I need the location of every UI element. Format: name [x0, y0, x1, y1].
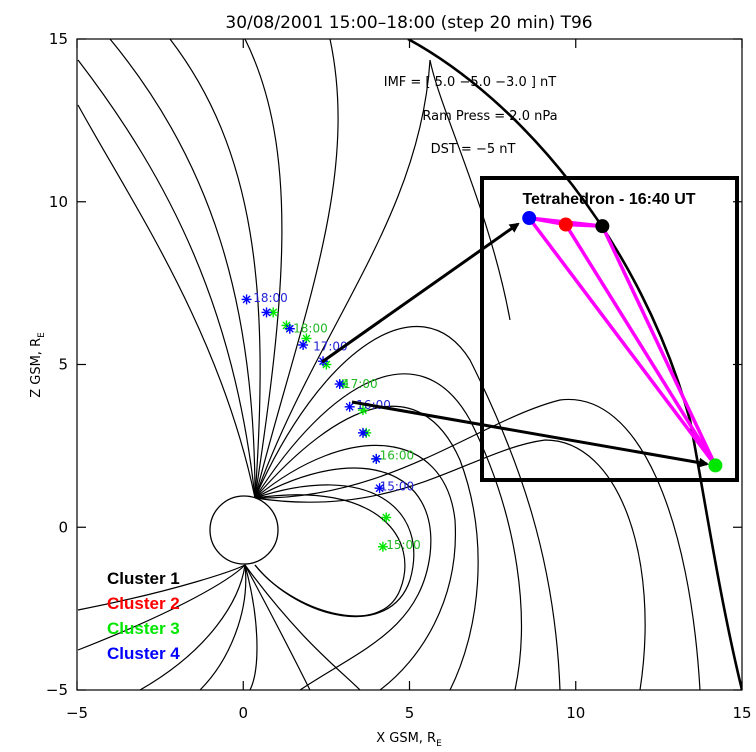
orbit-marker-cluster-4 [357, 427, 368, 438]
orbit-marker-cluster-4 [241, 294, 252, 305]
parameter-block: IMF = [ 5.0 −5.0 −3.0 ] nT Ram Press = 2… [384, 75, 558, 157]
y-axis-label: Z GSM, RE [29, 332, 47, 398]
x-tick-label: −5 [66, 704, 88, 722]
legend: Cluster 1 Cluster 2 Cluster 3 Cluster 4 [107, 569, 180, 663]
tetrahedron-vertex-cluster-4 [522, 211, 537, 226]
field-line [244, 564, 311, 690]
tetrahedron-edge [564, 223, 717, 467]
chart-title: 30/08/2001 15:00–18:00 (step 20 min) T96 [225, 13, 592, 33]
field-line [244, 564, 258, 690]
field-line [244, 564, 361, 690]
orbit-marker-cluster-4 [344, 401, 355, 412]
field-line [77, 59, 256, 499]
field-line [254, 405, 479, 690]
x-tick-label: 15 [732, 704, 751, 722]
orbit-marker-cluster-4 [284, 323, 295, 334]
ram-pressure-parameter: Ram Press = 2.0 nPa [422, 109, 557, 124]
orbit-marker-cluster-4 [334, 379, 345, 390]
field-line [139, 564, 246, 690]
legend-cluster-1: Cluster 1 [107, 569, 180, 588]
inset-vertices [522, 211, 723, 473]
orbit-marker-cluster-4 [298, 339, 309, 350]
orbit-marker-cluster-3 [357, 405, 368, 416]
x-tick-label: 10 [566, 704, 585, 722]
inset-edges [527, 216, 717, 467]
y-tick-label: 0 [58, 518, 68, 536]
field-line [254, 494, 406, 617]
orbit-marker-cluster-4 [374, 483, 385, 494]
field-line [77, 564, 246, 611]
field-line [109, 39, 256, 499]
field-line [244, 39, 283, 499]
field-line [254, 39, 339, 499]
x-tick-label: 0 [238, 704, 248, 722]
time-label: 18:00 [253, 291, 288, 305]
y-tick-label: 5 [58, 356, 68, 374]
arrow-to-cluster3-vertex [351, 400, 709, 468]
y-tick-label: −5 [46, 681, 68, 699]
x-axis-label: X GSM, RE [376, 731, 442, 749]
earth-circle [209, 495, 279, 565]
y-axis-ticks: −5 0 5 10 15 [46, 30, 742, 699]
field-line [254, 398, 701, 690]
dst-parameter: DST = −5 nT [431, 142, 516, 157]
legend-cluster-3: Cluster 3 [107, 619, 180, 638]
orbit-marker-cluster-3 [381, 512, 392, 523]
arrow-to-cluster4-vertex [321, 222, 520, 364]
time-label: 15:00 [380, 480, 415, 494]
field-line [254, 439, 646, 690]
field-line [254, 484, 415, 618]
field-line [254, 373, 522, 690]
tetrahedron-vertex-cluster-3 [708, 458, 723, 473]
inset-frame [480, 176, 739, 482]
y-tick-label: 10 [49, 193, 68, 211]
field-line [254, 325, 561, 690]
field-line [254, 467, 432, 690]
orbit-marker-cluster-4 [261, 307, 272, 318]
inset-title: Tetrahedron - 16:40 UT [522, 191, 695, 208]
field-line [77, 104, 256, 499]
orbit-markers [241, 294, 392, 552]
time-label: 16:00 [380, 449, 415, 463]
time-label: 18:00 [293, 322, 328, 336]
field-line [169, 39, 261, 499]
field-line [254, 444, 457, 690]
tetrahedron-vertex-cluster-2 [558, 217, 573, 232]
x-tick-label: 5 [405, 704, 415, 722]
legend-cluster-4: Cluster 4 [107, 644, 180, 663]
legend-cluster-2: Cluster 2 [107, 594, 180, 613]
orbit-marker-cluster-4 [371, 453, 382, 464]
field-lines [77, 39, 742, 690]
time-label: 15:00 [386, 538, 421, 552]
imf-parameter: IMF = [ 5.0 −5.0 −3.0 ] nT [384, 75, 557, 90]
tetrahedron-inset: Tetrahedron - 16:40 UT [480, 176, 739, 482]
field-line [199, 564, 247, 690]
x-axis-ticks: −5 0 5 10 15 [66, 39, 752, 722]
field-line [254, 59, 511, 499]
tetrahedron-edge [527, 216, 717, 467]
tetrahedron-vertex-cluster-1 [595, 219, 610, 234]
y-tick-label: 15 [49, 30, 68, 48]
time-label: 17:00 [343, 377, 378, 391]
tetrahedron-edge [600, 225, 717, 467]
orbit-marker-cluster-3 [377, 541, 388, 552]
magnetopause-line [407, 39, 742, 690]
field-line [77, 564, 246, 651]
